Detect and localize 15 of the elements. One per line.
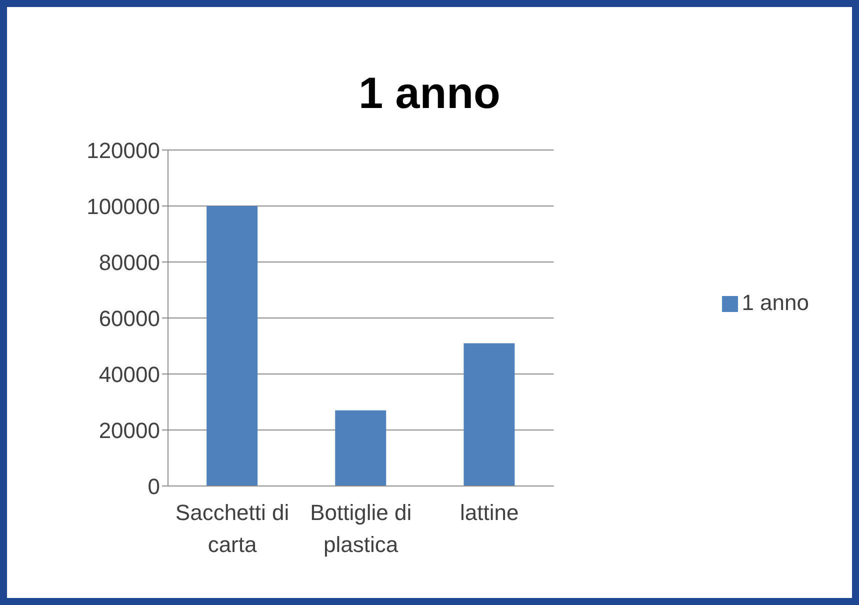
x-tick-label: lattine [460, 500, 519, 525]
y-tick-label: 0 [148, 474, 160, 499]
y-tick-label: 40000 [98, 362, 160, 387]
y-tick-label: 80000 [98, 250, 160, 275]
x-tick-label: Sacchetti di carta [175, 500, 290, 557]
y-tick-label: 120000 [86, 138, 160, 163]
bar [206, 206, 258, 486]
bar [335, 410, 386, 486]
bar [464, 343, 515, 486]
chart-title: 1 anno [358, 69, 502, 119]
y-tick-label: 60000 [98, 306, 160, 331]
x-tick-label: Bottiglie di plastica [310, 500, 412, 557]
y-tick-label: 100000 [86, 194, 160, 219]
y-tick-label: 20000 [98, 418, 160, 443]
legend-label: 1 anno [742, 290, 809, 314]
